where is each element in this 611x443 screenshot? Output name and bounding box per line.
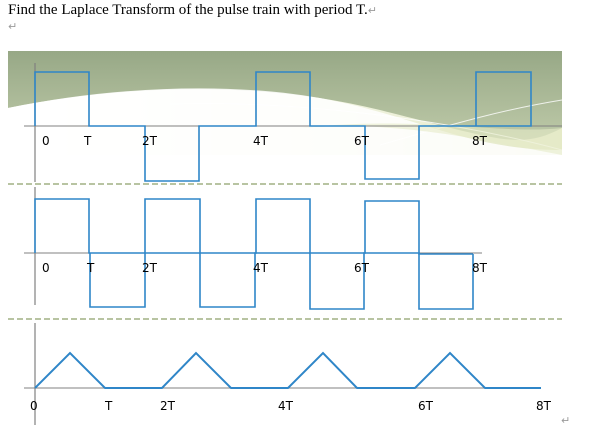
tick-label: 0 [42, 134, 50, 148]
chart2: 0 T 2T 4T 6T 8T [24, 187, 488, 310]
tick-label: 8T [472, 134, 488, 148]
tick-label: 4T [253, 261, 269, 275]
tick-label: 2T [142, 134, 158, 148]
question-text: Find the Laplace Transform of the pulse … [8, 2, 377, 19]
tick-label: 0 [42, 261, 50, 275]
tick-label: 2T [160, 399, 176, 413]
chart3: 0 T 2T 4T 6T 8T [24, 323, 552, 425]
paragraph-mark-icon: ↵ [8, 20, 18, 33]
signal-line [34, 71, 532, 182]
tick-label: 8T [536, 399, 552, 413]
tick-label: 6T [354, 261, 370, 275]
tick-label: 0 [30, 399, 38, 413]
tick-label: 6T [418, 399, 434, 413]
signal-line-negative [89, 252, 474, 310]
chart1: 0 T 2T 4T 6T 8T [24, 63, 562, 182]
chart1-background [8, 51, 563, 155]
signal-line-positive [34, 198, 473, 255]
tick-label: 8T [472, 261, 488, 275]
paragraph-mark-icon: ↵ [561, 414, 571, 427]
tick-label: 2T [142, 261, 158, 275]
question-label: Find the Laplace Transform of the pulse … [8, 2, 368, 18]
signal-line [34, 351, 541, 389]
tick-label: T [86, 261, 95, 275]
paragraph-mark-icon: ↵ [367, 4, 378, 17]
tick-label: T [83, 134, 92, 148]
tick-label: T [104, 399, 113, 413]
tick-label: 4T [278, 399, 294, 413]
tick-label: 6T [354, 134, 370, 148]
tick-label: 4T [253, 134, 269, 148]
